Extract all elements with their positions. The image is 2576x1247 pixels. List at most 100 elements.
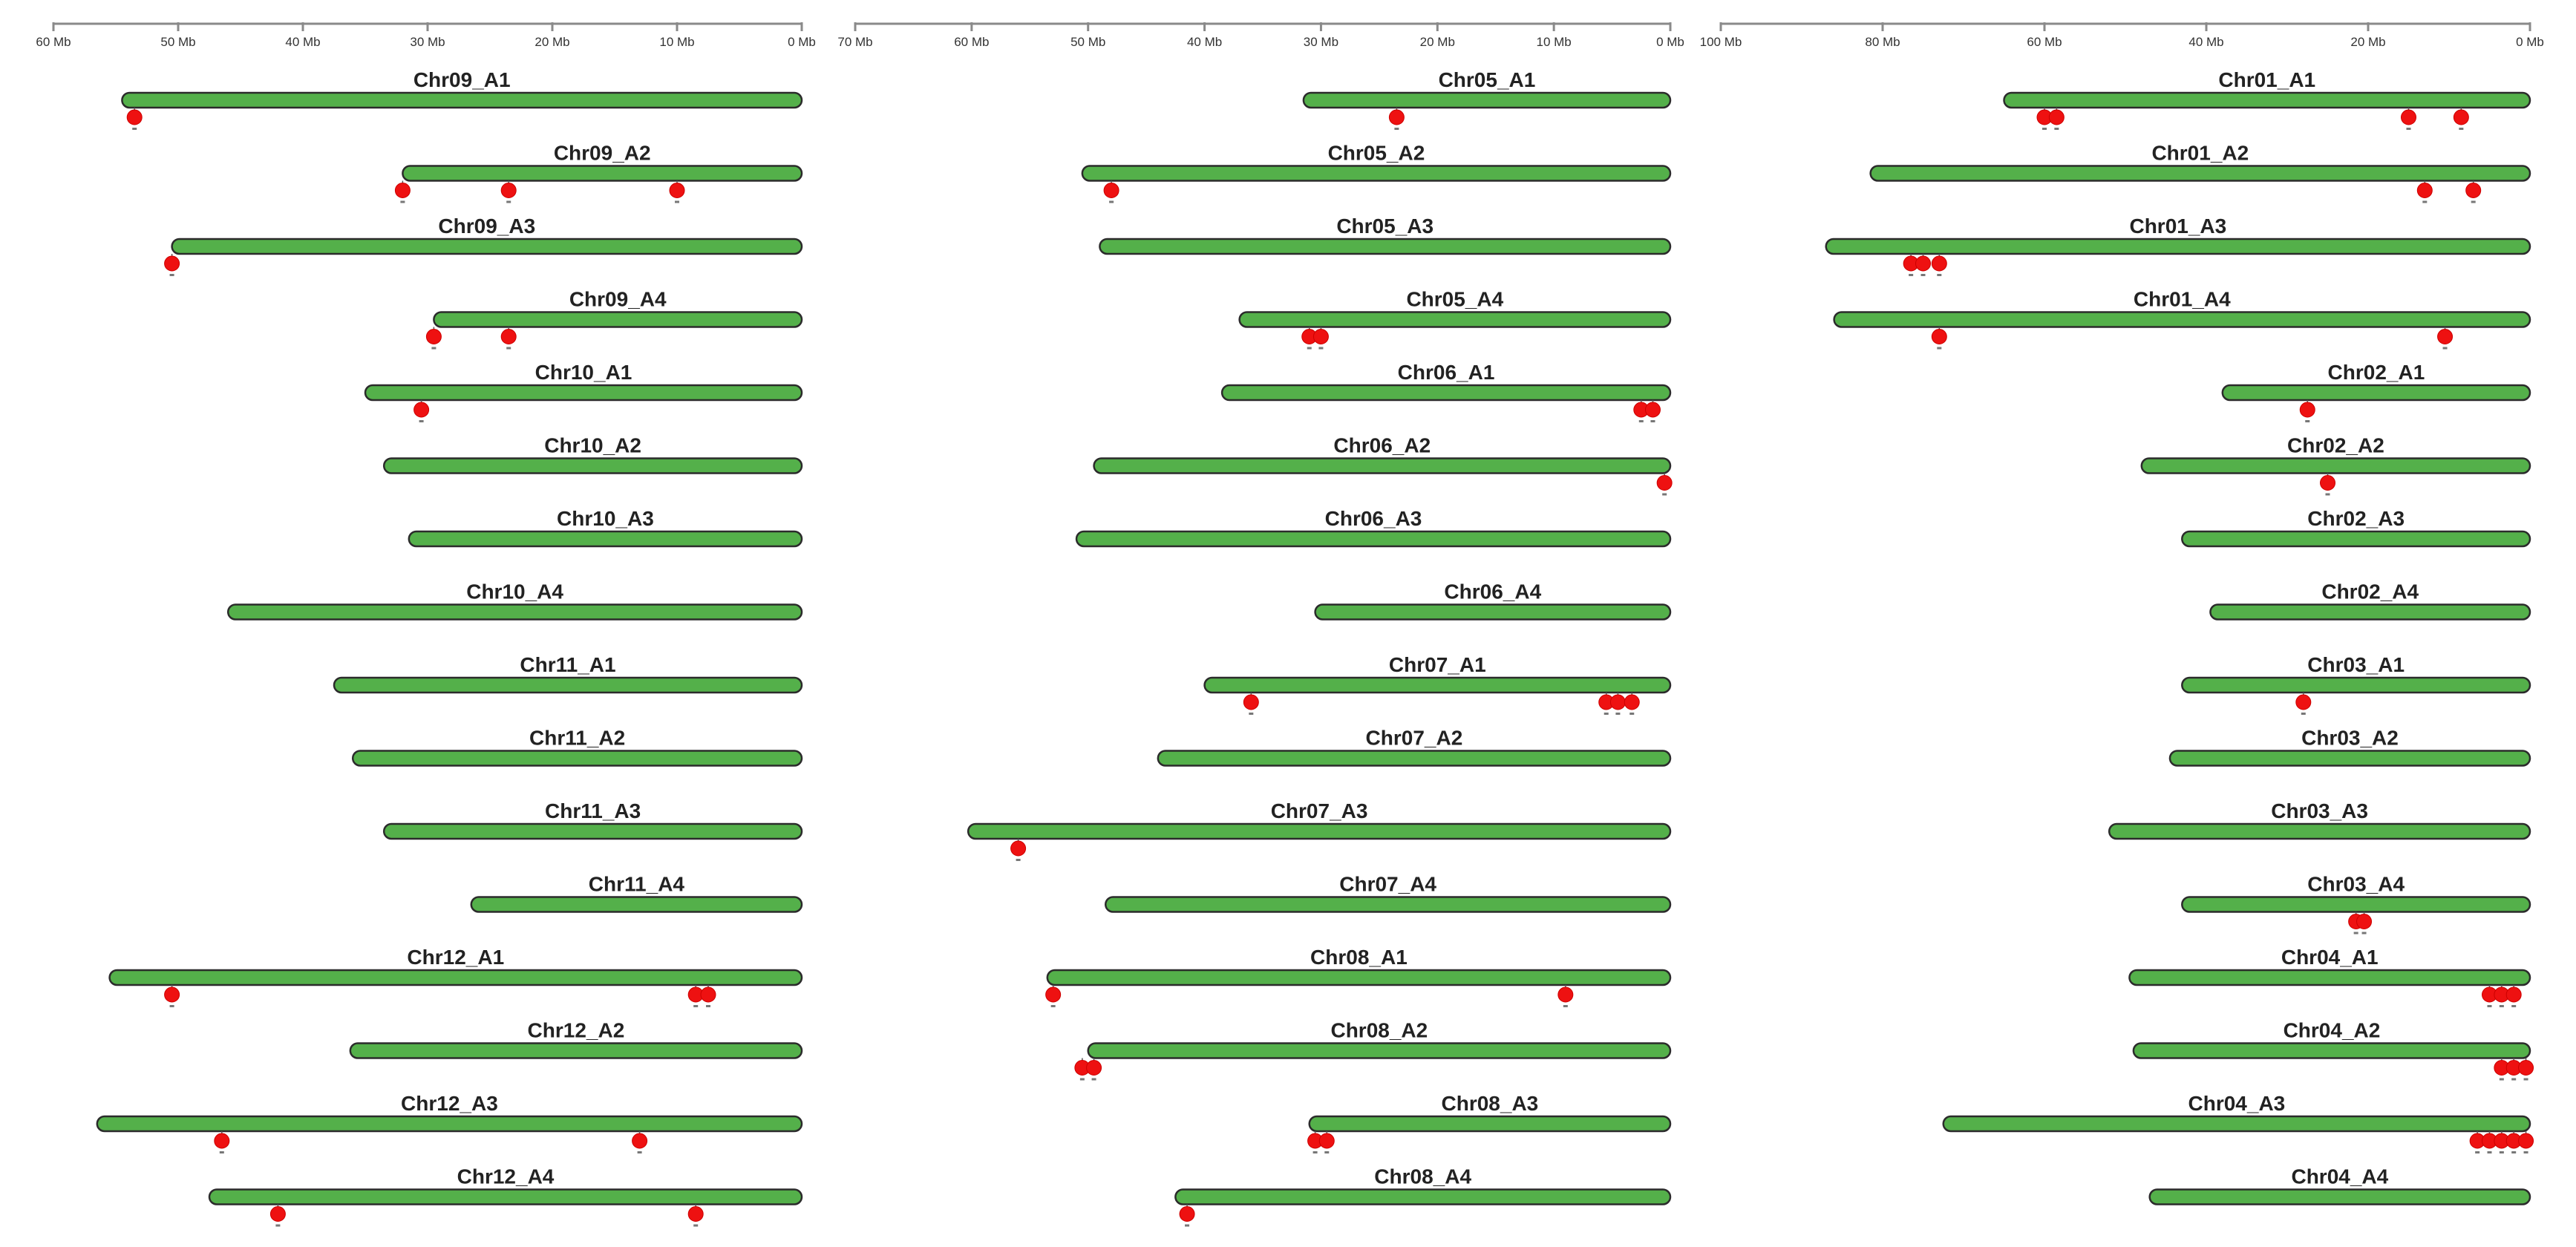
- chromosome-bar: [121, 91, 803, 109]
- chromosome-chr07_a3: Chr07_A3: [967, 799, 1672, 861]
- gene-tag: [1615, 713, 1621, 715]
- chromosome-bar: [2003, 91, 2531, 109]
- chromosome-chr07_a2: Chr07_A2: [1157, 727, 1672, 767]
- chromosome-chr09_a3: Chr09_A3: [164, 215, 803, 276]
- gene-marker: [2505, 986, 2522, 1003]
- axis-tick-label: 0 Mb: [2516, 35, 2544, 49]
- chromosome-bar: [1075, 530, 1672, 548]
- gene-tag: [2511, 1078, 2517, 1081]
- gene-tag: [431, 347, 437, 350]
- gene-marker: [413, 402, 430, 418]
- chromosome-label: Chr09_A1: [413, 68, 511, 91]
- chromosome-chr11_a1: Chr11_A1: [333, 653, 803, 694]
- chromosome-chr08_a2: Chr08_A2: [1074, 1019, 1672, 1081]
- chromosome-chr08_a3: Chr08_A3: [1307, 1092, 1672, 1153]
- chromosome-label: Chr10_A2: [544, 434, 641, 457]
- chromosome-chr04_a3: Chr04_A3: [1942, 1092, 2534, 1153]
- gene-tag: [693, 1005, 699, 1007]
- chromosome-bar: [382, 822, 803, 840]
- chromosome-bar: [2108, 822, 2531, 840]
- chromosome-bar: [1869, 165, 2531, 182]
- gene-tag: [1604, 713, 1609, 715]
- gene-marker: [2465, 183, 2482, 198]
- chromosome-bar: [2132, 1042, 2531, 1059]
- axis-tick-label: 50 Mb: [160, 35, 195, 49]
- chromosome-chr11_a4: Chr11_A4: [470, 873, 803, 913]
- chromosome-label: Chr10_A4: [466, 580, 563, 603]
- chromosome-chr07_a4: Chr07_A4: [1104, 873, 1672, 913]
- chromosome-label: Chr01_A4: [2134, 288, 2231, 311]
- gene-marker: [1318, 1133, 1335, 1149]
- chromosome-chr04_a2: Chr04_A2: [2132, 1019, 2534, 1081]
- gene-marker: [1931, 255, 1947, 272]
- gene-tag: [1324, 1151, 1330, 1153]
- gene-tag: [1937, 274, 1942, 276]
- gene-marker: [1243, 694, 1259, 710]
- gene-tag: [1091, 1078, 1096, 1081]
- axis-tick-label: 100 Mb: [1700, 35, 1742, 49]
- gene-marker: [394, 183, 411, 198]
- gene-tag: [1016, 859, 1021, 861]
- chromosome-bar: [1093, 457, 1672, 474]
- chromosome-bar: [2181, 530, 2531, 548]
- gene-marker: [2356, 914, 2373, 929]
- gene-marker: [1656, 475, 1673, 491]
- gene-marker: [500, 183, 517, 198]
- gene-tag: [1920, 274, 1926, 276]
- gene-marker: [2518, 1133, 2534, 1149]
- chromosome-bar: [433, 311, 803, 328]
- chromosome-bar: [1302, 91, 1672, 109]
- chromosome-label: Chr08_A4: [1374, 1165, 1471, 1188]
- axis-tick-label: 20 Mb: [2350, 35, 2385, 49]
- chromosome-label: Chr06_A4: [1444, 580, 1541, 603]
- chromosome-chr07_a1: Chr07_A1: [1203, 653, 1672, 715]
- chromosome-label: Chr03_A1: [2307, 653, 2405, 676]
- chromosome-bar: [408, 530, 803, 548]
- gene-marker: [126, 109, 143, 125]
- chromosome-label: Chr05_A1: [1439, 68, 1536, 91]
- chromosome-chr01_a1: Chr01_A1: [2003, 68, 2531, 130]
- chromosome-bar: [1220, 384, 1672, 402]
- gene-marker: [269, 1206, 286, 1222]
- chromosome-label: Chr10_A3: [557, 507, 654, 530]
- gene-tag: [2487, 1151, 2492, 1153]
- axis-tick-label: 60 Mb: [36, 35, 71, 49]
- gene-tag: [1312, 1151, 1318, 1153]
- chromosome-label: Chr02_A3: [2307, 507, 2405, 530]
- gene-tag: [2353, 932, 2358, 935]
- gene-tag: [2301, 713, 2306, 715]
- chromosome-chr05_a1: Chr05_A1: [1302, 68, 1672, 130]
- chromosome-label: Chr08_A3: [1442, 1092, 1539, 1115]
- chromosome-chr10_a3: Chr10_A3: [408, 507, 803, 548]
- gene-marker: [700, 986, 716, 1003]
- chromosome-chr01_a3: Chr01_A3: [1825, 215, 2531, 276]
- gene-marker: [1312, 329, 1329, 344]
- gene-tag: [1109, 200, 1114, 203]
- gene-tag: [169, 1005, 174, 1007]
- gene-marker: [1103, 183, 1119, 198]
- chromosome-bar: [1174, 1188, 1672, 1205]
- chromosome-label: Chr07_A1: [1389, 653, 1486, 676]
- chromosome-bar: [1308, 1115, 1672, 1133]
- chromosome-label: Chr03_A3: [2271, 799, 2368, 822]
- gene-tag: [1629, 713, 1635, 715]
- chromosome-bar: [1157, 750, 1672, 767]
- chromosome-label: Chr12_A1: [407, 946, 504, 969]
- gene-tag: [1563, 1005, 1568, 1007]
- chromosome-chr01_a4: Chr01_A4: [1833, 288, 2531, 350]
- gene-marker: [164, 986, 180, 1003]
- axis-tick-label: 70 Mb: [837, 35, 872, 49]
- gene-tag: [2471, 200, 2476, 203]
- chromosome-chr08_a1: Chr08_A1: [1045, 946, 1672, 1007]
- gene-tag: [275, 1224, 281, 1227]
- chromosome-label: Chr05_A2: [1328, 142, 1425, 165]
- chromosome-chr09_a1: Chr09_A1: [121, 68, 803, 130]
- chromosome-bar: [2221, 384, 2531, 402]
- gene-tag: [2499, 1151, 2504, 1153]
- chromosome-bar: [2209, 603, 2531, 621]
- chromosome-bar: [2148, 1188, 2531, 1205]
- gene-marker: [632, 1133, 648, 1149]
- gene-tag: [2406, 128, 2411, 130]
- gene-tag: [693, 1224, 699, 1227]
